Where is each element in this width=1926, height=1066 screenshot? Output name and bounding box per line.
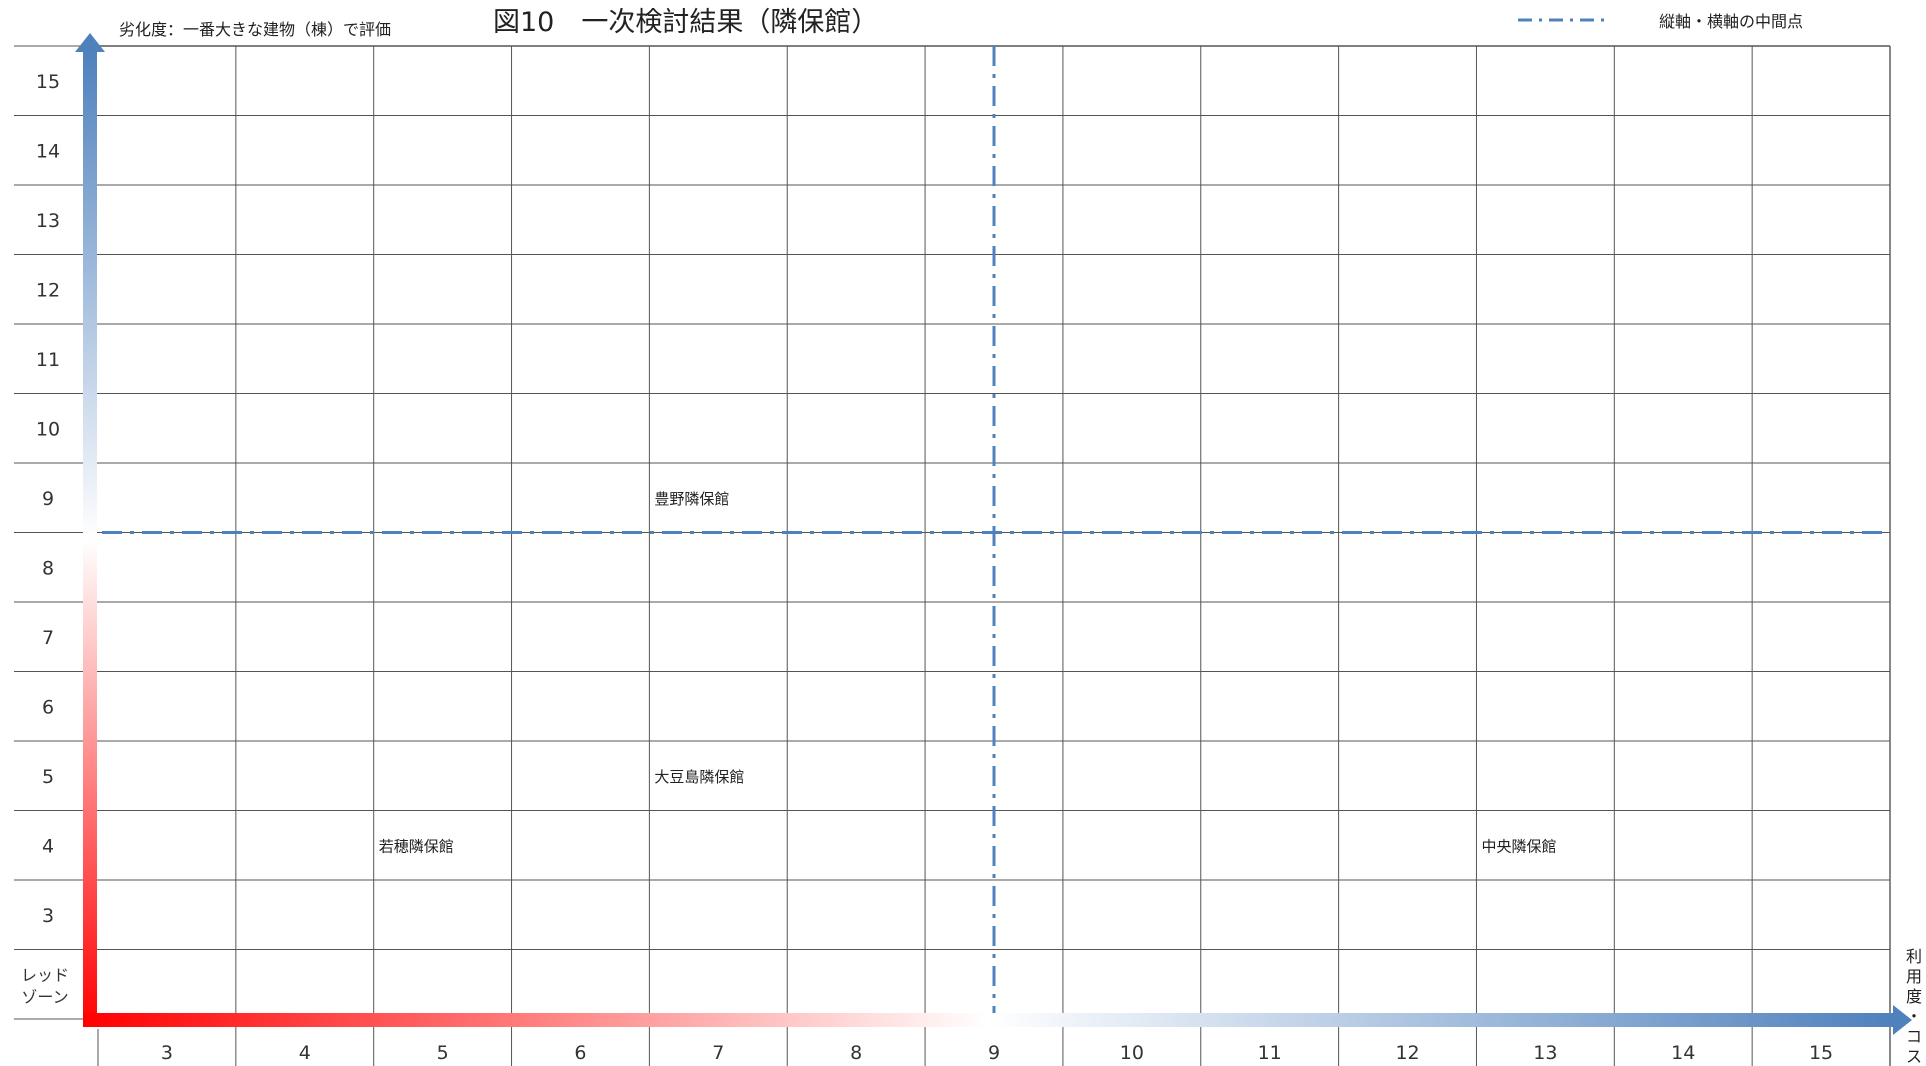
x-axis-title-char: ス: [1906, 1047, 1922, 1066]
red-zone-label-line: ゾーン: [21, 987, 68, 1006]
y-tick-labels: 15 14 13 12 11 10 9 8 7 6 5 4 3: [36, 71, 60, 927]
x-tick-label: 14: [1671, 1042, 1695, 1064]
x-axis-bar: [83, 1013, 1893, 1027]
x-tick-label: 5: [437, 1042, 449, 1064]
axes: [75, 33, 1912, 1035]
x-axis-title-char: 度: [1906, 987, 1922, 1006]
x-tick-label: 9: [988, 1042, 1000, 1064]
point-label: 中央隣保館: [1481, 837, 1556, 855]
red-zone-label: レッドゾーン: [21, 965, 69, 1006]
x-tick-label: 11: [1258, 1042, 1282, 1064]
x-axis-title-char: ・: [1906, 1007, 1922, 1026]
midpoint-lines: [102, 46, 1882, 1019]
x-tick-label: 10: [1120, 1042, 1144, 1064]
point-label: 大豆島隣保館: [654, 768, 744, 786]
y-tick-label: 4: [42, 835, 54, 857]
x-axis-arrow-icon: [1893, 1005, 1912, 1035]
y-tick-label: 10: [36, 418, 60, 440]
legend: 縦軸・横軸の中間点: [1518, 12, 1803, 31]
x-tick-label: 8: [850, 1042, 862, 1064]
x-tick-label: 6: [574, 1042, 586, 1064]
point-label: 豊野隣保館: [654, 490, 729, 508]
x-tick-label: 12: [1395, 1042, 1419, 1064]
grid: [14, 45, 1891, 1066]
y-tick-label: 5: [42, 766, 54, 788]
x-tick-labels: 3 4 5 6 7 8 9 10 11 12 13 14 15: [161, 1042, 1833, 1064]
legend-label: 縦軸・横軸の中間点: [1659, 12, 1803, 31]
y-tick-label: 7: [42, 627, 54, 649]
y-axis-arrow-icon: [75, 33, 105, 52]
x-tick-label: 3: [161, 1042, 173, 1064]
x-axis-title-char: 利: [1906, 947, 1922, 966]
red-zone-label-line: レッド: [21, 965, 69, 984]
point-label: 若穂隣保館: [379, 837, 454, 855]
y-axis-bar: [83, 52, 97, 1027]
chart-title: 図10 一次検討結果（隣保館）: [493, 7, 878, 38]
y-tick-label: 15: [36, 71, 60, 93]
y-tick-label: 8: [42, 557, 54, 579]
x-tick-label: 4: [299, 1042, 311, 1064]
x-axis-title-char: 用: [1906, 967, 1922, 986]
x-tick-label: 15: [1809, 1042, 1833, 1064]
x-tick-label: 7: [712, 1042, 724, 1064]
y-tick-label: 13: [36, 210, 60, 232]
y-tick-label: 12: [36, 279, 60, 301]
y-tick-label: 9: [42, 488, 54, 510]
x-tick-label: 13: [1533, 1042, 1557, 1064]
y-tick-label: 14: [36, 140, 60, 162]
y-tick-label: 3: [42, 905, 54, 927]
y-tick-label: 11: [36, 349, 60, 371]
x-axis-title: 利用度・コスト: [1906, 947, 1922, 1066]
y-tick-label: 6: [42, 696, 54, 718]
y-axis-title: 劣化度：一番大きな建物（棟）で評価: [119, 20, 391, 39]
x-axis-title-char: コ: [1906, 1027, 1922, 1046]
